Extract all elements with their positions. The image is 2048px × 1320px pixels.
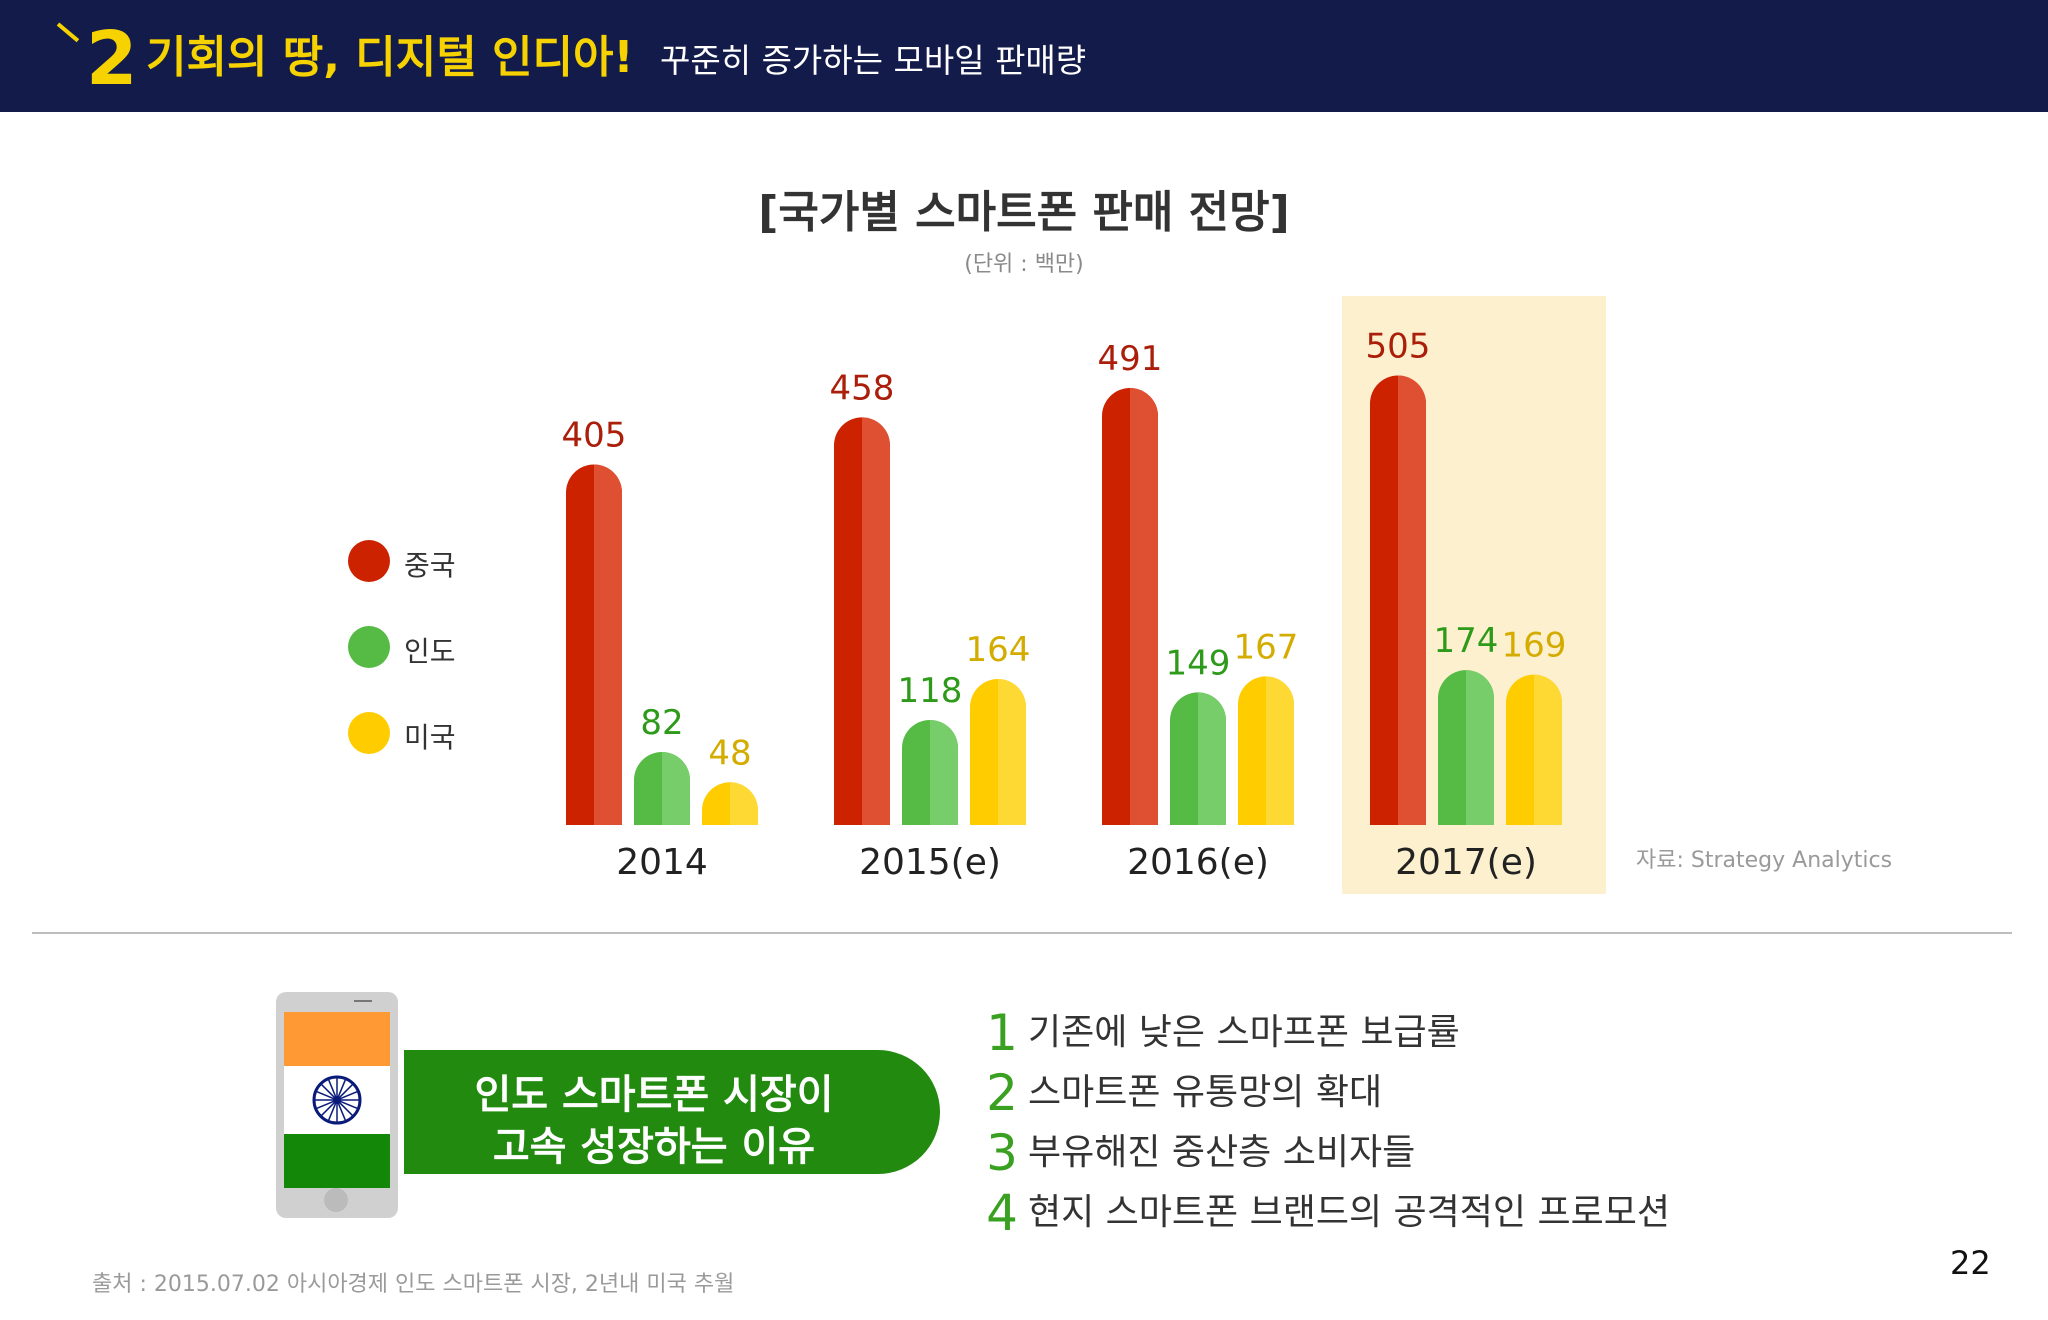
category-label: 2014: [616, 842, 708, 883]
legend-dot-china: [348, 540, 390, 582]
data-label: 405: [562, 416, 627, 456]
data-label: 169: [1502, 626, 1567, 666]
chart-title: [국가별 스마트폰 판매 전망]: [758, 187, 1290, 238]
header-bar: 2 기회의 땅, 디지털 인디아! 꾸준히 증가하는 모바일 판매량: [0, 0, 2048, 112]
chart-source: 자료: Strategy Analytics: [1636, 848, 1893, 873]
legend-label-china: 중국: [404, 549, 456, 582]
reason-text: 기존에 낮은 스마프폰 보급률: [1028, 1012, 1460, 1053]
phone-screen: [284, 1012, 390, 1188]
page-number: 22: [1950, 1244, 1991, 1282]
bar-shade-인도-2014: [662, 752, 690, 825]
bar-shade-중국-2016(e): [1130, 388, 1158, 825]
reason-number: 2: [986, 1064, 1018, 1122]
phone-speaker: [354, 1000, 372, 1002]
reason-text: 현지 스마트폰 브랜드의 공격적인 프로모션: [1028, 1192, 1670, 1233]
category-label: 2017(e): [1395, 842, 1537, 883]
bar-shade-중국-2015(e): [862, 417, 890, 825]
bar-shade-중국-2017(e): [1398, 375, 1426, 825]
reason-text: 스마트폰 유통망의 확대: [1028, 1072, 1383, 1113]
data-label: 149: [1166, 643, 1231, 683]
section-divider: [32, 932, 2012, 934]
data-label: 164: [966, 630, 1031, 670]
reason-number: 3: [986, 1124, 1018, 1182]
data-label: 167: [1234, 627, 1299, 667]
legend-label-india: 인도: [404, 635, 456, 668]
flag-green-stripe: [284, 1134, 390, 1188]
legend-dot-india: [348, 626, 390, 668]
section-number: 2: [86, 16, 138, 102]
data-label: 48: [708, 733, 751, 773]
data-label: 118: [898, 671, 963, 711]
bar-shade-인도-2016(e): [1198, 692, 1226, 825]
bar-shade-미국-2014: [730, 782, 758, 825]
section-subtitle: 꾸준히 증가하는 모바일 판매량: [660, 41, 1087, 80]
reason-banner-line1: 인도 스마트폰 시장이: [474, 1072, 834, 1118]
reason-number: 1: [986, 1004, 1018, 1062]
phone-home-button: [324, 1188, 348, 1212]
bar-shade-인도-2015(e): [930, 719, 958, 825]
data-label: 174: [1434, 621, 1499, 661]
bar-shade-인도-2017(e): [1466, 670, 1494, 825]
data-label: 82: [640, 703, 683, 743]
india-flag-phone-icon: [276, 992, 398, 1218]
ashoka-chakra-icon: [312, 1075, 362, 1125]
data-label: 458: [830, 368, 895, 408]
data-label: 491: [1098, 339, 1163, 379]
bar-shade-미국-2017(e): [1534, 674, 1562, 825]
section-title: 기회의 땅, 디지털 인디아!: [146, 32, 634, 83]
category-label: 2016(e): [1127, 842, 1269, 883]
legend-label-usa: 미국: [404, 721, 456, 754]
legend-dot-usa: [348, 712, 390, 754]
reason-banner-line2: 고속 성장하는 이유: [492, 1124, 816, 1170]
footnote-source: 출처 : 2015.07.02 아시아경제 인도 스마트폰 시장, 2년내 미국…: [92, 1272, 735, 1297]
reason-text: 부유해진 중산층 소비자들: [1028, 1132, 1416, 1173]
chart-unit: (단위 : 백만): [964, 252, 1084, 277]
data-label: 505: [1366, 327, 1431, 367]
bar-shade-중국-2014: [594, 464, 622, 825]
bar-shade-미국-2015(e): [998, 679, 1026, 825]
reason-number: 4: [986, 1184, 1018, 1242]
flag-saffron-stripe: [284, 1012, 390, 1066]
bar-shade-미국-2016(e): [1266, 676, 1294, 825]
category-label: 2015(e): [859, 842, 1001, 883]
reason-banner: 인도 스마트폰 시장이 고속 성장하는 이유: [404, 1050, 940, 1174]
